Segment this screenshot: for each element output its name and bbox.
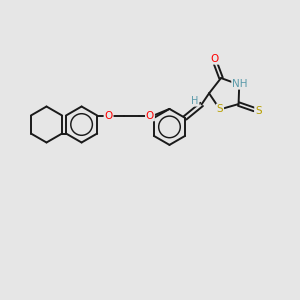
Text: H: H <box>191 96 199 106</box>
Text: O: O <box>211 54 219 64</box>
Text: NH: NH <box>232 79 248 89</box>
Text: S: S <box>255 106 262 116</box>
Text: O: O <box>104 110 113 121</box>
Text: S: S <box>217 104 223 114</box>
Text: O: O <box>146 110 154 121</box>
